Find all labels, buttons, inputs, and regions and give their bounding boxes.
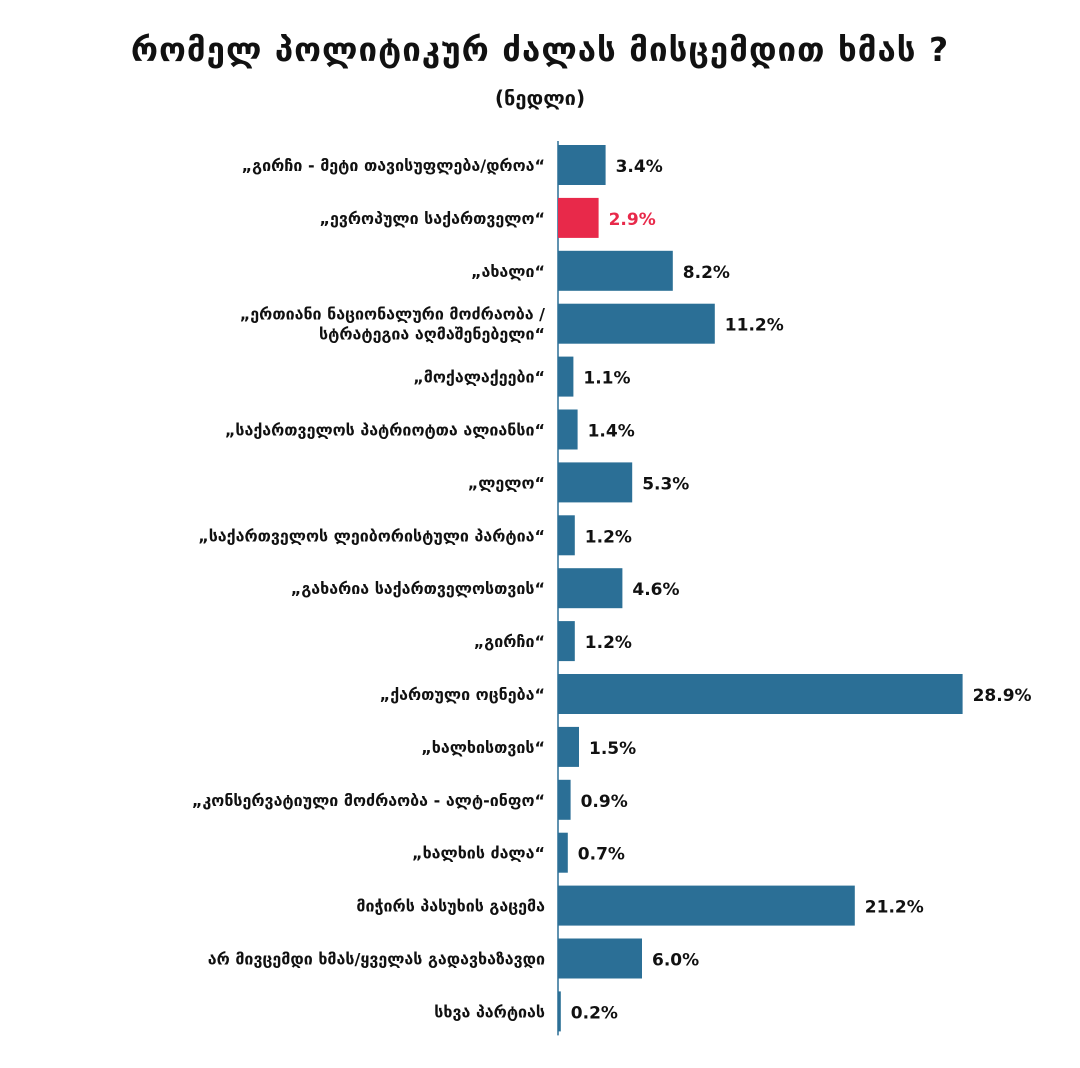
category-label: „ერთიანი ნაციონალური მოძრაობა / [240, 305, 545, 324]
bar [558, 991, 561, 1032]
bar [558, 568, 623, 609]
value-label: 0.7% [578, 845, 625, 865]
value-label: 1.2% [585, 527, 632, 547]
bar [558, 885, 855, 926]
category-label: „მოქალაქეები“ [413, 368, 545, 387]
bar [558, 197, 599, 238]
bar [558, 250, 673, 291]
bar [558, 462, 633, 503]
value-label: 6.0% [652, 951, 699, 971]
category-label: „ლელო“ [468, 473, 545, 492]
bar [558, 303, 715, 344]
value-label: 28.9% [973, 686, 1032, 706]
category-label: მიჭირს პასუხის გაცემა [356, 897, 545, 916]
bar [558, 938, 642, 979]
value-label: 8.2% [683, 263, 730, 283]
bar [558, 674, 963, 714]
category-label: „კონსერვატიული მოძრაობა - ალტ-ინფო“ [192, 791, 545, 810]
value-label: 1.5% [589, 739, 636, 759]
bar [558, 726, 579, 767]
bar [558, 515, 575, 556]
bar [558, 832, 568, 873]
value-label: 0.2% [571, 1003, 618, 1023]
category-label: „ქართული ოცნება“ [380, 685, 545, 704]
category-label: „გირჩი“ [474, 632, 545, 651]
value-label: 1.2% [585, 633, 632, 653]
category-label: „საქართველოს ლეიბორისტული პარტია“ [198, 526, 545, 545]
bar [558, 356, 574, 397]
value-label: 11.2% [725, 316, 784, 336]
category-label: სხვა პარტიას [434, 1002, 545, 1021]
category-label: „გირჩი - მეტი თავისუფლება/დროა“ [242, 156, 545, 175]
category-label: არ მივცემდი ხმას/ყველას გადავხაზავდი [208, 950, 545, 969]
value-label: 21.2% [865, 898, 924, 918]
bar [558, 145, 606, 185]
value-label: 0.9% [581, 792, 628, 812]
bar [558, 779, 571, 820]
value-label: 5.3% [642, 474, 689, 494]
bar [558, 409, 578, 450]
value-label: 1.1% [583, 369, 630, 389]
value-label: 3.4% [616, 157, 663, 177]
category-label: „საქართველოს პატრიოტთა ალიანსი“ [225, 421, 545, 440]
value-label: 2.9% [609, 210, 656, 230]
category-label: „ევროპული საქართველო“ [319, 209, 545, 228]
value-label: 4.6% [632, 580, 679, 600]
chart-title: რომელ პოლიტიკურ ძალას მისცემდით ხმას ? [130, 30, 950, 69]
category-label: „ახალი“ [471, 262, 545, 281]
chart-subtitle: (ნედლი) [494, 86, 586, 110]
category-label: „ხალხისთვის“ [421, 738, 545, 757]
category-label: სტრატეგია აღმაშენებელი“ [319, 325, 545, 344]
bar [558, 621, 575, 662]
category-label: „გახარია საქართველოსთვის“ [291, 579, 545, 598]
category-label: „ხალხის ძალა“ [412, 844, 545, 863]
value-label: 1.4% [588, 422, 635, 442]
